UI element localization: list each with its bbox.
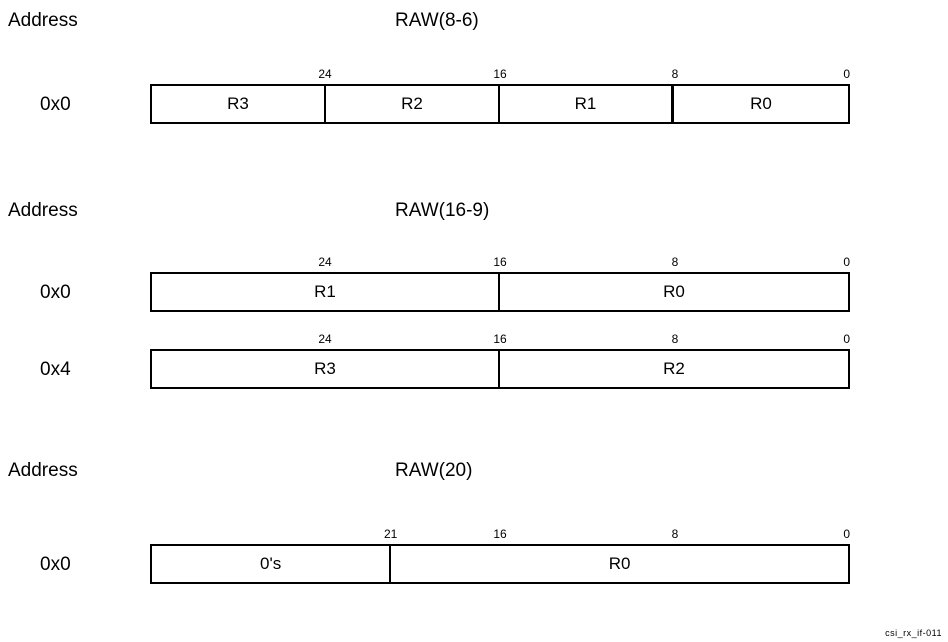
register-field: 0's xyxy=(152,546,391,582)
bit-label: 16 xyxy=(493,527,506,541)
bit-positions: 24 16 8 0 xyxy=(150,67,850,83)
address-header: Address xyxy=(8,10,78,32)
address-header: Address xyxy=(8,460,78,482)
address-value: 0x0 xyxy=(40,554,71,576)
bit-label: 0 xyxy=(843,527,850,541)
bit-label: 16 xyxy=(493,255,506,269)
register-word: 0'sR0 xyxy=(150,544,850,584)
address-value: 0x0 xyxy=(40,282,71,304)
bit-positions: 24 16 8 0 xyxy=(150,255,850,271)
figure-id-footer: csi_rx_if-011 xyxy=(885,628,942,638)
bit-label: 16 xyxy=(493,67,506,81)
bit-positions: 24 16 8 0 xyxy=(150,332,850,348)
section-title: RAW(8-6) xyxy=(395,10,479,32)
bit-label: 0 xyxy=(843,332,850,346)
register-field: R3 xyxy=(152,351,500,387)
register-field: R0 xyxy=(500,274,848,310)
register-word: R1R0 xyxy=(150,272,850,312)
address-value: 0x4 xyxy=(40,359,71,381)
bit-label: 0 xyxy=(843,67,850,81)
bit-label: 8 xyxy=(672,255,679,269)
bit-label: 0 xyxy=(843,255,850,269)
register-field: R1 xyxy=(500,86,674,122)
bit-label: 24 xyxy=(318,67,331,81)
register-field: R0 xyxy=(391,546,848,582)
bit-label: 8 xyxy=(672,332,679,346)
bit-label: 8 xyxy=(672,67,679,81)
register-word: R3R2R1R0 xyxy=(150,84,850,124)
register-field: R2 xyxy=(500,351,848,387)
address-value: 0x0 xyxy=(40,94,71,116)
register-field: R3 xyxy=(152,86,326,122)
bit-label: 24 xyxy=(318,332,331,346)
bit-label: 24 xyxy=(318,255,331,269)
register-field: R1 xyxy=(152,274,500,310)
bit-label: 16 xyxy=(493,332,506,346)
bit-label: 21 xyxy=(384,527,397,541)
register-field: R0 xyxy=(674,86,848,122)
register-word: R3R2 xyxy=(150,349,850,389)
section-title: RAW(16-9) xyxy=(395,200,489,222)
address-header: Address xyxy=(8,200,78,222)
bit-positions: 21 16 8 0 xyxy=(150,527,850,543)
register-field: R2 xyxy=(326,86,500,122)
section-title: RAW(20) xyxy=(395,460,472,482)
bit-label: 8 xyxy=(672,527,679,541)
